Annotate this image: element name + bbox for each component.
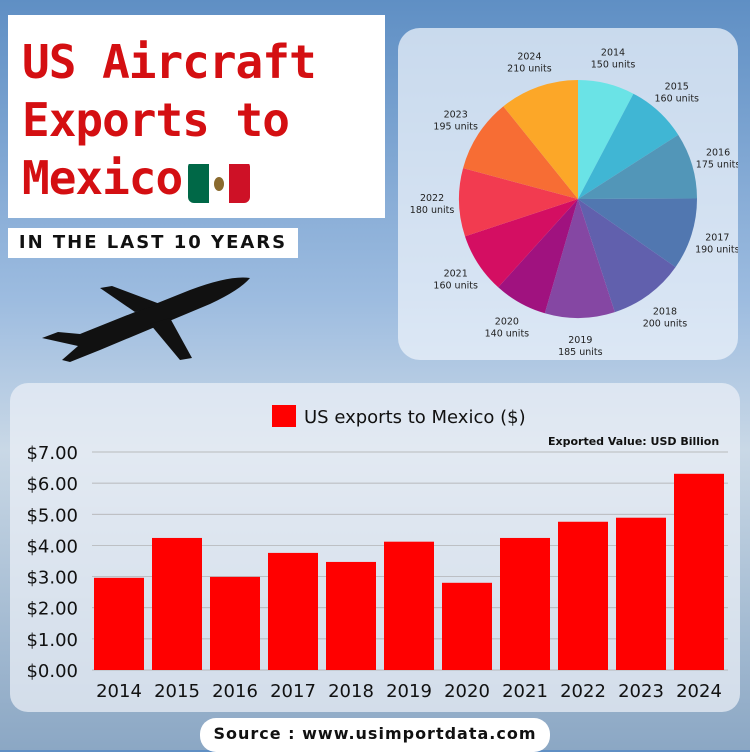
bar-2019 [384,541,434,670]
title-box: US Aircraft Exports to Mexico [8,15,385,218]
y-tick-label: $4.00 [26,536,78,557]
bar-2020 [442,582,492,670]
pie-slice-2018 [578,199,676,313]
pie-label-value: 180 units [410,205,455,216]
legend-swatch [272,405,296,427]
bar-2014 [94,577,144,670]
pie-label-value: 160 units [433,281,478,292]
pie-slice-2024 [503,80,578,199]
bar-2022 [558,521,608,670]
bar-2018 [326,561,376,670]
pie-label-value: 195 units [433,121,478,132]
pie-label-year: 2016 [706,148,730,159]
pie-label-year: 2022 [420,193,444,204]
pie-slice-2023 [463,106,578,199]
pie-label-value: 150 units [591,59,636,70]
y-tick-label: $2.00 [26,599,78,620]
pie-label-year: 2017 [705,233,729,244]
pie-label-value: 190 units [695,245,738,256]
pie-label-year: 2018 [653,306,677,317]
pie-label-year: 2021 [444,269,468,280]
bar-chart: $0.00 $1.00 $2.00 $3.00 $4.00 $5.00 $6.00 $7.00… [26,405,728,702]
pie-label-value: 175 units [696,160,738,171]
x-tick-label: 2022 [560,681,606,702]
bar-2023 [616,517,666,670]
bar-2016 [210,576,260,670]
bar-panel: $0.00 $1.00 $2.00 $3.00 $4.00 $5.00 $6.00 $7.00… [10,383,740,712]
legend-label: US exports to Mexico ($) [304,407,526,428]
pie-label-value: 210 units [507,63,552,74]
x-tick-label: 2020 [444,681,490,702]
pie-slice-2022 [459,168,578,237]
source-label: Source : www.usimportdata.com [200,718,550,752]
y-tick-label: $7.00 [26,443,78,464]
pie-slice-2021 [465,199,578,288]
title-line-3: Mexico [22,151,183,205]
pie-slice-2016 [578,134,697,199]
x-tick-label: 2014 [96,681,142,702]
y-tick-label: $1.00 [26,630,78,651]
bar-2015 [152,537,202,670]
y-tick-label: $5.00 [26,505,78,526]
pie-label-value: 160 units [655,93,700,104]
pie-slice-2020 [498,199,578,314]
x-tick-label: 2018 [328,681,374,702]
subtitle: IN THE LAST 10 YEARS [8,228,298,258]
x-tick-label: 2017 [270,681,316,702]
pie-slice-2014 [578,80,634,199]
y-tick-label: $3.00 [26,568,78,589]
x-tick-label: 2015 [154,681,200,702]
x-tick-label: 2024 [676,681,722,702]
pie-panel: 2014 150 units 2015 160 units 2016 175 units 2… [398,28,741,360]
pie-slice-2017 [578,198,697,268]
x-tick-label: 2023 [618,681,664,702]
y-tick-label: $6.00 [26,474,78,495]
pie-label-value: 200 units [643,318,688,329]
bar-2017 [268,552,318,670]
pie-label-year: 2020 [495,317,519,328]
x-tick-label: 2019 [386,681,432,702]
y-tick-label: $0.00 [26,661,78,682]
pie-label-value: 140 units [485,329,530,340]
pie-label-year: 2019 [568,335,592,346]
page-title: US Aircraft Exports to Mexico [22,33,317,207]
airplane-icon [42,277,250,362]
pie-slice-2015 [578,93,679,199]
pie-label-year: 2024 [517,51,541,62]
bar-2024 [674,473,724,670]
pie-label-year: 2023 [444,109,468,120]
x-tick-label: 2016 [212,681,258,702]
x-tick-label: 2021 [502,681,548,702]
pie-slice-2019 [544,199,615,318]
pie-label-year: 2015 [665,81,689,92]
title-line-2: Exports to [22,93,290,147]
mexico-flag-icon [188,161,251,203]
pie-label-value: 185 units [558,347,603,358]
axis-annotation: Exported Value: USD Billion [548,435,719,448]
bar-2021 [500,537,550,670]
pie-label-year: 2014 [601,47,625,58]
title-line-1: US Aircraft [22,35,317,89]
